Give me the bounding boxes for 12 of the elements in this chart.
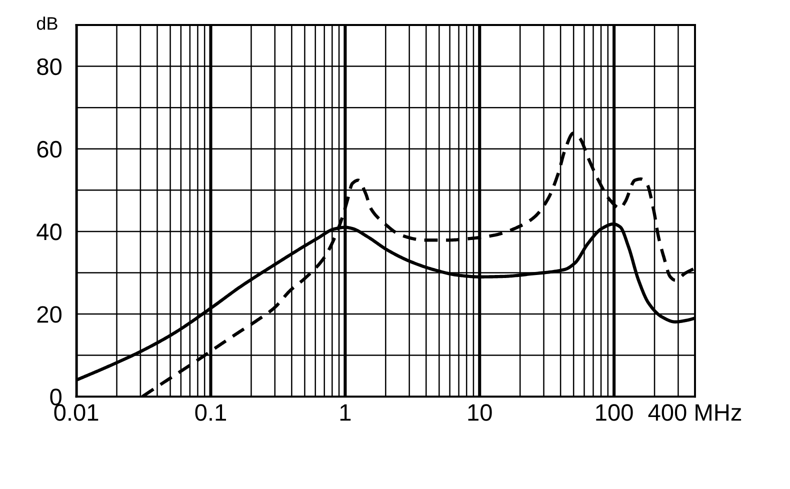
y-tick-label: 80 [37, 58, 62, 76]
y-tick-label: 60 [37, 140, 62, 158]
x-tick-label: 400 MHz [648, 404, 742, 421]
x-tick-label: 1 [340, 404, 351, 421]
x-tick-label: 100 [596, 404, 633, 421]
y-tick-label: 0 [50, 388, 62, 406]
y-tick-label: 40 [36, 224, 62, 240]
y-axis-title: dB [36, 16, 58, 30]
x-tick-label: 10 [468, 404, 492, 421]
y-tick-label: 20 [37, 306, 62, 323]
x-tick-label: 0.1 [195, 404, 226, 421]
x-tick-label: 0.01 [54, 404, 98, 421]
